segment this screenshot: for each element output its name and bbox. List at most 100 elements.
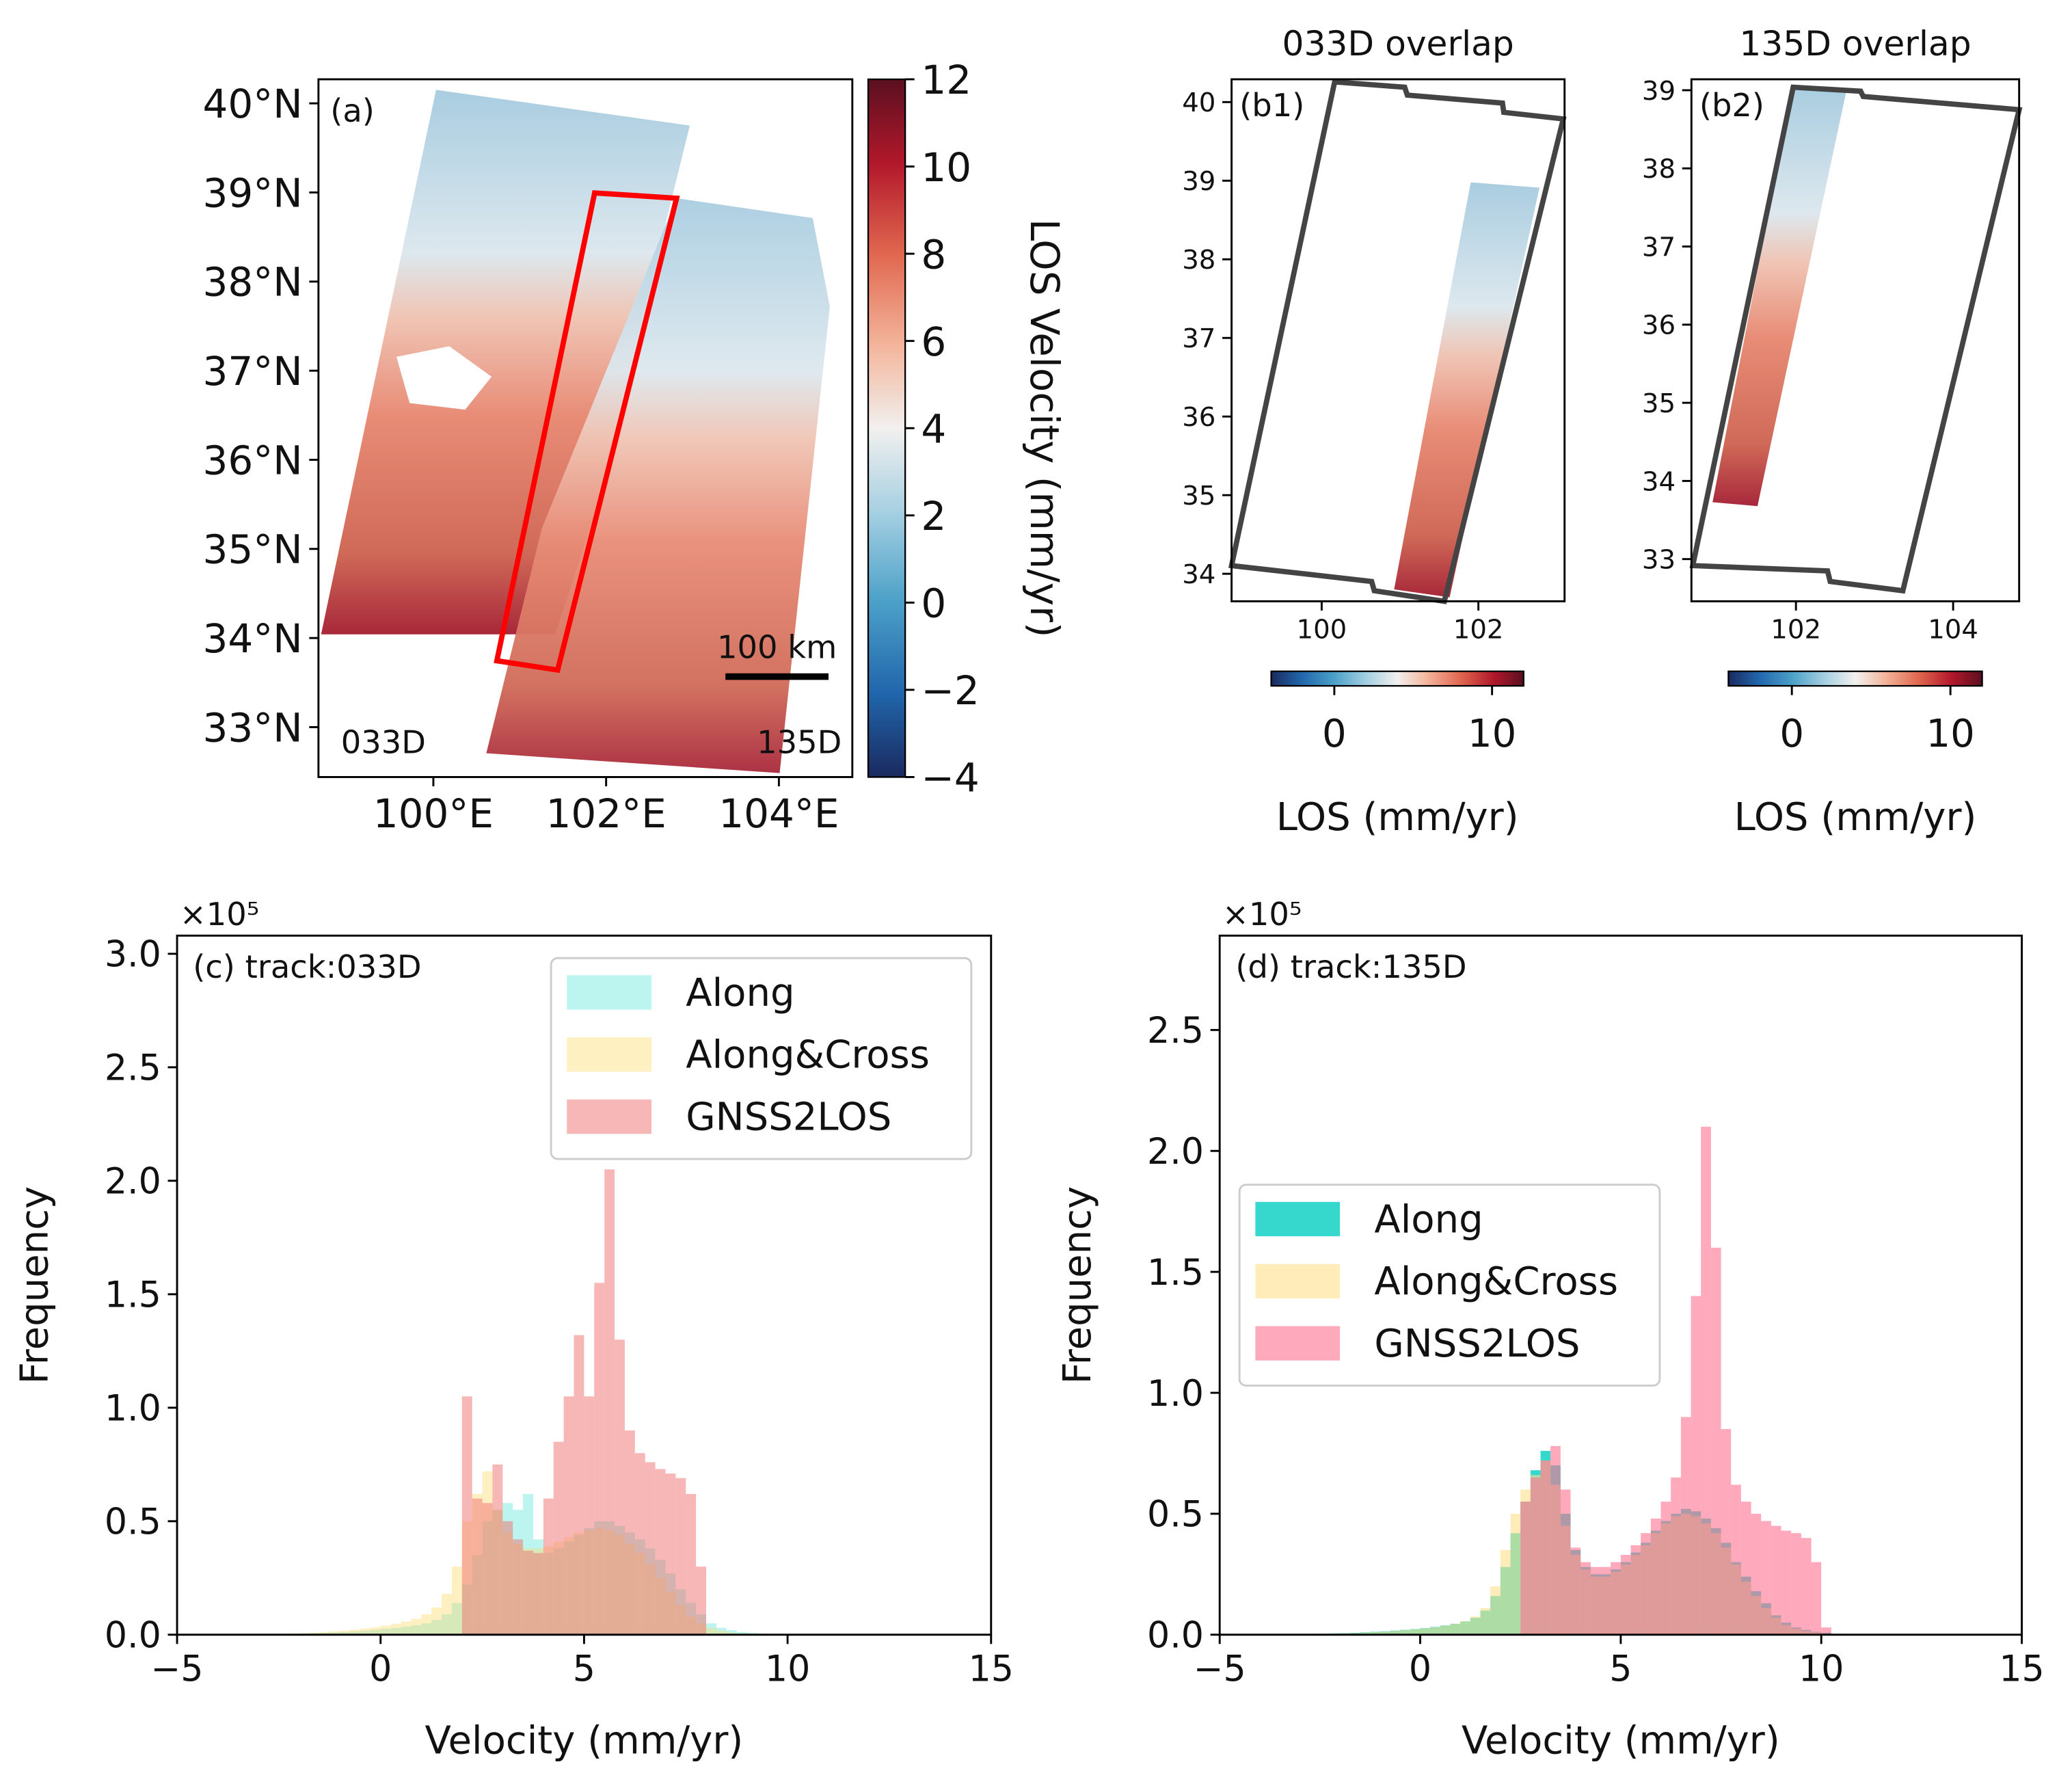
y-offset-label: ×10⁵ [180,896,259,933]
histogram-bar [513,1539,524,1635]
y-tick-label: 36 [1642,310,1676,341]
y-tick-label: 36 [1182,402,1215,433]
y-tick-label: 2.0 [105,1162,161,1203]
histogram-bar [421,1623,432,1635]
axes-frame [176,934,993,1636]
axes-frame [1230,78,1566,602]
histogram-bar [1580,1562,1591,1635]
histogram-bar [1550,1445,1561,1635]
y-tick-label: 3.0 [105,935,161,976]
histogram-bar [1691,1296,1701,1635]
histogram-bar [1650,1518,1661,1635]
x-tick-label: 10 [1799,1649,1844,1690]
legend-box [550,957,973,1160]
legend-box [1238,1184,1661,1387]
y-tick-label: 38°N [203,259,303,306]
track-label: 033D [341,724,426,761]
y-tick-label: 0.5 [1147,1495,1204,1536]
colorbar-tick-label: 0 [1779,712,1804,756]
histogram-bar [401,1627,412,1635]
histogram-bar [390,1627,401,1635]
histogram-bar [1420,1628,1431,1635]
histogram-bar [563,1396,574,1635]
colorbar-label: LOS Velocity (mm/yr) [1021,219,1068,638]
histogram-bar [1380,1631,1390,1635]
colorbar-tick-label: −2 [921,667,979,714]
colorbar-tick-label: 0 [1322,712,1347,756]
histogram-bar [340,1630,351,1635]
histogram-bar [1680,1417,1691,1635]
axes-frame [1690,78,2021,602]
histogram-bar [1450,1623,1461,1635]
legend-swatch [1255,1201,1341,1237]
histogram-bar [1490,1586,1501,1635]
colorbar [867,78,906,778]
axes-frame [317,78,854,778]
histogram-bar [1771,1525,1781,1635]
histogram-bar [1390,1631,1401,1635]
histogram-bar [411,1625,422,1635]
y-tick-label: 39 [1642,76,1676,107]
y-tick-label: 35°N [203,526,303,573]
panel-title: (d) track:135D [1235,948,1466,985]
histogram-bar [1510,1513,1521,1635]
histogram-bar [604,1169,615,1635]
histogram-bar [1600,1566,1611,1635]
histogram-bar [482,1503,493,1635]
y-tick-label: 38 [1182,245,1215,276]
histogram-bar [442,1594,452,1635]
histogram-bar [1781,1530,1792,1635]
lake [396,346,492,410]
y-tick-label: 0.5 [105,1502,161,1543]
histogram-bar [370,1627,381,1635]
y-tick-label: 36°N [203,437,303,483]
histogram-bar [329,1632,340,1635]
y-tick-label: 33 [1642,545,1676,576]
y-tick-label: 35 [1642,388,1676,419]
y-tick-label: 1.5 [105,1275,161,1316]
histogram-bar [1370,1631,1380,1635]
x-tick-label: −5 [151,1649,204,1690]
colorbar-tick-label: 4 [921,405,946,452]
y-tick-label: 0.0 [105,1616,161,1657]
colorbar [1270,670,1524,687]
colorbar-tick-label: 0 [921,581,946,627]
histogram-bar [431,1607,442,1635]
colorbar-tick-label: 10 [1468,712,1516,756]
colorbar-tick-label: 2 [921,493,946,539]
y-tick-label: 34°N [203,615,303,662]
histogram-bar [1480,1607,1491,1635]
histogram-bar [1811,1562,1822,1635]
histogram-bar [615,1339,625,1635]
y-tick-label: 34 [1642,466,1676,497]
histogram-bar [665,1473,676,1635]
histogram-bar [309,1632,320,1635]
y-tick-label: 1.0 [105,1389,161,1430]
histogram-bar [1570,1547,1581,1635]
histogram-bar [329,1631,340,1635]
x-axis-label: Velocity (mm/yr) [425,1719,744,1763]
histogram-bar [442,1614,452,1635]
panel-title: (c) track:033D [193,948,421,985]
y-axis-label: Frequency [13,1186,57,1385]
y-tick-label: 1.5 [1147,1253,1204,1294]
histogram-bar [431,1620,442,1635]
histogram-bar [634,1453,645,1635]
histogram-bar [716,1630,727,1635]
y-tick-label: 38 [1642,154,1676,185]
histogram-bar [1751,1513,1762,1635]
x-tick-label: 0 [1409,1649,1431,1690]
histogram-bar [675,1478,686,1635]
histogram-bar [401,1621,412,1635]
y-tick-label: 2.5 [1147,1011,1204,1052]
y-tick-label: 0.0 [1147,1616,1204,1657]
panel-label: (a) [330,92,375,129]
histogram-bar [624,1430,635,1635]
histogram-bar [1540,1460,1551,1635]
colorbar-label: LOS (mm/yr) [1276,795,1519,840]
legend-label: Along [686,971,794,1015]
histogram-bar [1430,1627,1440,1635]
histogram-bar [451,1603,462,1635]
x-tick-label: 104°E [718,790,839,837]
histogram-bar [1400,1630,1410,1635]
